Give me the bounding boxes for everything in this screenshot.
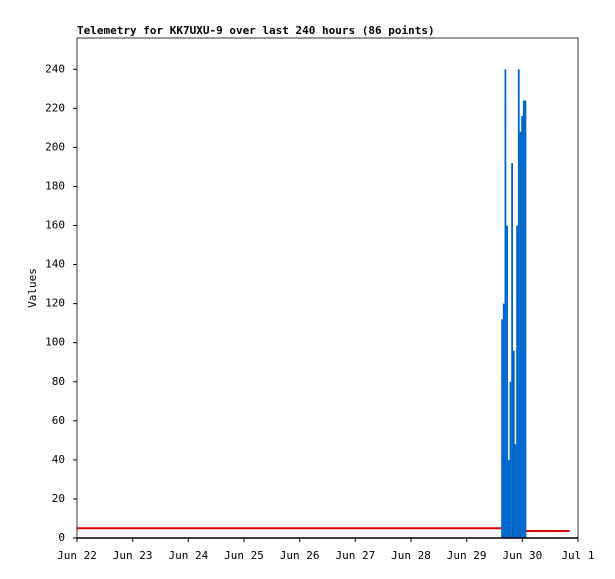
- y-tick-label: 0: [58, 531, 65, 544]
- x-tick-label: Jun 26: [280, 549, 320, 562]
- y-tick-label: 120: [45, 297, 65, 310]
- bar: [509, 381, 512, 538]
- bar: [504, 69, 507, 538]
- x-tick-label: Jun 25: [224, 549, 264, 562]
- x-tick-label: Jun 24: [168, 549, 208, 562]
- y-tick-label: 40: [52, 453, 65, 466]
- y-tick-label: 140: [45, 258, 65, 271]
- y-tick-label: 180: [45, 179, 65, 192]
- x-tick-label: Jul 1: [561, 549, 594, 562]
- threshold-line: [77, 527, 570, 532]
- bar: [502, 303, 505, 538]
- bar: [517, 69, 520, 538]
- bar: [501, 319, 503, 538]
- x-tick-label: Jun 27: [335, 549, 375, 562]
- x-tick-label: Jun 28: [391, 549, 431, 562]
- x-tick-label: Jun 23: [113, 549, 153, 562]
- x-tick-label: Jun 22: [57, 549, 97, 562]
- x-tick-label: Jun 30: [502, 549, 542, 562]
- bar: [512, 350, 515, 538]
- y-axis-label: Values: [26, 268, 39, 308]
- bar: [522, 100, 525, 538]
- bar: [507, 459, 510, 538]
- bar: [521, 116, 524, 538]
- y-tick-label: 160: [45, 219, 65, 232]
- y-tick-label: 200: [45, 140, 65, 153]
- y-tick-label: 60: [52, 414, 65, 427]
- bar: [514, 444, 517, 538]
- y-tick-label: 220: [45, 101, 65, 114]
- y-tick-label: 80: [52, 375, 65, 388]
- bar: [506, 225, 508, 538]
- bar: [519, 131, 522, 538]
- chart-title: Telemetry for KK7UXU-9 over last 240 hou…: [77, 24, 435, 37]
- x-tick-label: Jun 29: [447, 549, 487, 562]
- bar: [524, 100, 527, 538]
- bar: [511, 163, 513, 538]
- y-tick-label: 100: [45, 336, 65, 349]
- y-tick-label: 20: [52, 492, 65, 505]
- y-tick-label: 240: [45, 62, 65, 75]
- bar: [516, 225, 519, 538]
